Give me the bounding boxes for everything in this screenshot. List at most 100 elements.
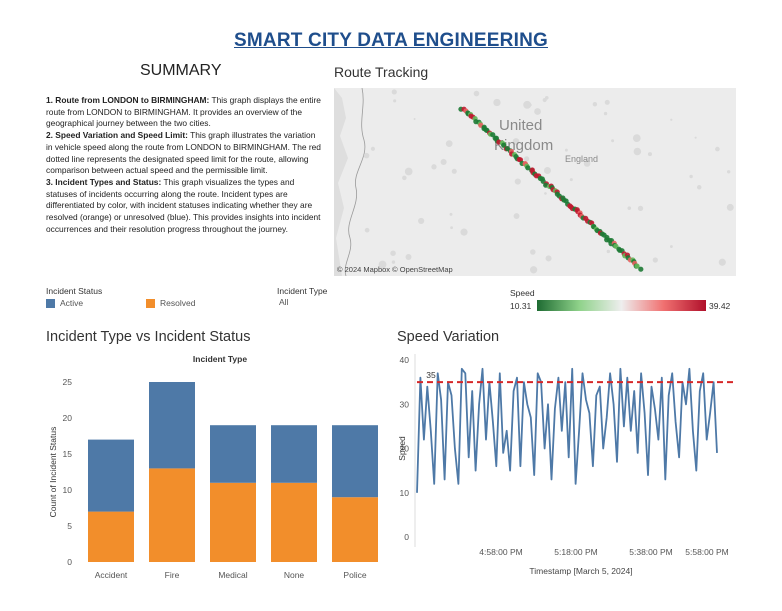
speed-legend-min: 10.31 [510, 301, 532, 311]
map-urban-area [726, 170, 731, 174]
incident-chart-title: Incident Type vs Incident Status [46, 329, 251, 345]
map-urban-area [493, 98, 501, 107]
route-map[interactable]: United Kingdom England © 2024 Mapbox © O… [334, 88, 736, 276]
map-urban-area [534, 108, 541, 115]
summary-item-text: This graph displays the entire route fro… [46, 95, 321, 129]
summary-text: 1. Route from LONDON to BIRMINGHAM: This… [46, 95, 321, 235]
y-axis-label: Count of Incident Status [48, 427, 58, 518]
map-urban-area [669, 245, 673, 248]
speed-line-chart: 0 10 20 30 40 Speed 35 4:58:00 PM 5:18:00 PM 5:38… [397, 354, 735, 576]
bar-active-none[interactable] [271, 425, 317, 483]
map-urban-area [449, 212, 453, 216]
speed-chart-title: Speed Variation [397, 329, 500, 345]
map-urban-area [627, 206, 632, 210]
map-urban-area [689, 174, 693, 179]
legend-label: Resolved [160, 298, 196, 308]
map-urban-area [431, 164, 437, 170]
speed-color-ramp [537, 300, 706, 311]
y-tick-label: 40 [400, 355, 410, 365]
x-tick-label: Medical [218, 570, 247, 580]
map-urban-area [460, 228, 468, 236]
map-urban-area [715, 146, 720, 152]
page-title: SMART CITY DATA ENGINEERING [234, 30, 548, 51]
summary-item: 1. Route from LONDON to BIRMINGHAM: This… [46, 95, 321, 130]
speed-legend-title: Speed [510, 288, 535, 298]
map-urban-area [611, 139, 615, 143]
map-label-region: England [565, 154, 598, 164]
y-axis-label: Speed [397, 436, 407, 461]
map-urban-area [529, 266, 538, 274]
speed-limit-label: 35 [426, 370, 436, 380]
x-axis-label: Timestamp [March 5, 2024] [529, 566, 632, 576]
speed-series-line[interactable] [416, 367, 718, 493]
map-urban-area [370, 146, 375, 151]
map-urban-area [592, 102, 598, 107]
legend-swatch-resolved [146, 298, 155, 308]
x-tick-label: Police [343, 570, 366, 580]
map-urban-area [543, 166, 551, 175]
x-tick-label: Accident [95, 570, 128, 580]
map-urban-area [670, 118, 673, 121]
legend-item-resolved[interactable]: Resolved [146, 298, 195, 308]
bar-active-accident[interactable] [88, 439, 134, 512]
map-urban-area [513, 213, 520, 219]
summary-item: 3. Incident Types and Status: This graph… [46, 177, 321, 236]
bar-resolved-fire[interactable] [149, 468, 195, 562]
bar-resolved-none[interactable] [271, 482, 317, 562]
bar-resolved-medical[interactable] [210, 482, 256, 562]
map-urban-area [364, 227, 370, 233]
incident-type-filter-title: Incident Type [277, 286, 328, 296]
map-urban-area [405, 254, 412, 260]
map-urban-area [512, 138, 520, 145]
route-tracking-title: Route Tracking [334, 64, 429, 80]
y-tick-label: 10 [63, 485, 73, 495]
summary-item: 2. Speed Variation and Speed Limit: This… [46, 130, 321, 177]
map-urban-area [440, 158, 447, 166]
speed-legend-max: 39.42 [709, 301, 731, 311]
map-urban-area [696, 185, 702, 190]
summary-heading: SUMMARY [140, 62, 222, 79]
map-urban-area [603, 111, 608, 116]
y-tick-label: 0 [404, 532, 409, 542]
map-urban-area [473, 90, 480, 97]
legend-label: Active [60, 298, 84, 308]
route-point [525, 165, 531, 171]
map-urban-area [694, 136, 697, 139]
map-urban-area [413, 117, 416, 120]
legend-item-active[interactable]: Active [46, 298, 83, 308]
bar-resolved-accident[interactable] [88, 511, 134, 562]
map-urban-area [391, 260, 396, 264]
incident-type-filter-value[interactable]: All [279, 297, 289, 307]
map-urban-area [524, 156, 530, 162]
y-tick-label: 30 [400, 399, 410, 409]
y-tick-label: 20 [63, 413, 73, 423]
map-urban-area [718, 258, 726, 266]
summary-item-label: 3. Incident Types and Status: [46, 176, 162, 187]
bar-resolved-police[interactable] [332, 497, 378, 562]
map-urban-area [604, 99, 610, 105]
bar-active-fire[interactable] [149, 382, 195, 469]
map-urban-area [393, 99, 397, 103]
map-urban-area [418, 217, 425, 225]
map-urban-area [530, 249, 536, 255]
bar-active-police[interactable] [332, 425, 378, 498]
map-urban-area [363, 152, 370, 159]
map-urban-area [647, 152, 652, 157]
map-urban-area [606, 249, 611, 254]
map-urban-area [391, 89, 397, 95]
map-urban-area [404, 167, 413, 176]
coast-shape [334, 88, 348, 276]
y-tick-label: 5 [67, 521, 72, 531]
incident-bar-chart: Incident Type 0 5 10 15 20 25 Count of Incident… [48, 354, 378, 580]
map-urban-area [402, 175, 407, 181]
summary-item-label: 2. Speed Variation and Speed Limit: [46, 130, 188, 141]
map-label-country-1: United [499, 117, 542, 134]
x-tick-label: 5:58:00 PM [685, 547, 728, 557]
map-urban-area [726, 203, 734, 211]
map-urban-area [514, 178, 521, 185]
map-urban-area [544, 192, 547, 195]
x-tick-label: 5:38:00 PM [629, 547, 672, 557]
bar-active-medical[interactable] [210, 425, 256, 483]
route-map-canvas: United Kingdom England © 2024 Mapbox © O… [334, 88, 734, 276]
map-urban-area [569, 178, 573, 182]
